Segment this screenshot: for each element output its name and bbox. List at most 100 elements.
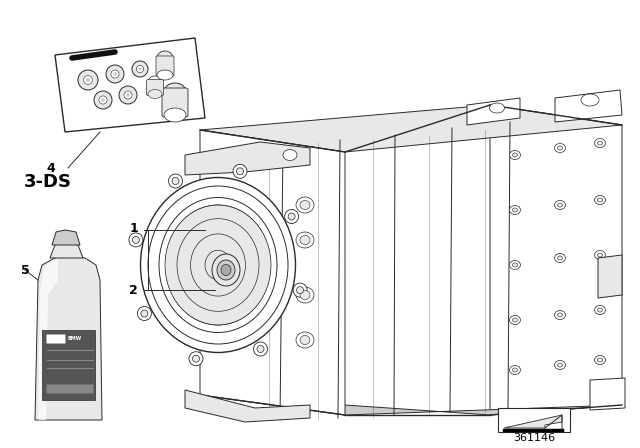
- Ellipse shape: [257, 345, 264, 353]
- Ellipse shape: [132, 237, 140, 243]
- Ellipse shape: [148, 76, 162, 88]
- Ellipse shape: [113, 72, 117, 76]
- FancyBboxPatch shape: [162, 88, 188, 117]
- Ellipse shape: [557, 203, 563, 207]
- Polygon shape: [498, 408, 570, 432]
- Ellipse shape: [253, 342, 268, 356]
- Ellipse shape: [205, 250, 231, 280]
- Ellipse shape: [296, 232, 314, 248]
- Ellipse shape: [177, 219, 259, 311]
- FancyBboxPatch shape: [147, 79, 163, 95]
- Ellipse shape: [554, 310, 566, 319]
- Ellipse shape: [595, 356, 605, 365]
- Text: 4: 4: [46, 161, 55, 175]
- Ellipse shape: [300, 290, 310, 300]
- Ellipse shape: [165, 205, 271, 325]
- Ellipse shape: [581, 94, 599, 106]
- FancyBboxPatch shape: [47, 335, 65, 344]
- Ellipse shape: [217, 260, 235, 280]
- Polygon shape: [42, 330, 95, 400]
- Ellipse shape: [598, 358, 602, 362]
- Ellipse shape: [159, 198, 277, 332]
- Ellipse shape: [554, 143, 566, 152]
- Polygon shape: [200, 395, 622, 415]
- Ellipse shape: [132, 61, 148, 77]
- Ellipse shape: [191, 234, 246, 296]
- Polygon shape: [598, 255, 622, 298]
- Text: 361146: 361146: [513, 433, 555, 443]
- Ellipse shape: [212, 254, 240, 286]
- Polygon shape: [52, 230, 80, 245]
- Ellipse shape: [296, 332, 314, 348]
- Ellipse shape: [300, 336, 310, 345]
- Ellipse shape: [141, 310, 148, 317]
- Ellipse shape: [513, 318, 518, 322]
- Ellipse shape: [124, 91, 132, 99]
- Ellipse shape: [166, 205, 271, 325]
- Ellipse shape: [136, 65, 143, 73]
- Ellipse shape: [490, 103, 504, 113]
- Ellipse shape: [193, 355, 200, 362]
- Polygon shape: [504, 415, 562, 428]
- Polygon shape: [490, 105, 622, 415]
- Ellipse shape: [595, 138, 605, 147]
- Text: 2: 2: [129, 284, 138, 297]
- Ellipse shape: [148, 186, 288, 344]
- Ellipse shape: [557, 313, 563, 317]
- Ellipse shape: [288, 213, 295, 220]
- Ellipse shape: [557, 363, 563, 367]
- Polygon shape: [590, 378, 625, 410]
- Ellipse shape: [172, 177, 179, 185]
- Ellipse shape: [513, 368, 518, 372]
- Ellipse shape: [182, 224, 254, 306]
- Polygon shape: [50, 242, 83, 258]
- Ellipse shape: [293, 283, 307, 297]
- Text: 1: 1: [129, 221, 138, 234]
- Ellipse shape: [101, 98, 105, 102]
- Ellipse shape: [598, 198, 602, 202]
- Ellipse shape: [94, 91, 112, 109]
- Polygon shape: [55, 38, 205, 132]
- Ellipse shape: [138, 306, 152, 320]
- Ellipse shape: [595, 306, 605, 314]
- Ellipse shape: [598, 141, 602, 145]
- Polygon shape: [185, 390, 310, 422]
- Text: 5: 5: [20, 263, 29, 276]
- Ellipse shape: [296, 287, 314, 303]
- FancyBboxPatch shape: [47, 384, 93, 393]
- Ellipse shape: [554, 254, 566, 263]
- Polygon shape: [555, 90, 622, 122]
- FancyBboxPatch shape: [156, 56, 174, 76]
- Polygon shape: [467, 98, 520, 125]
- Ellipse shape: [83, 76, 93, 85]
- Ellipse shape: [598, 308, 602, 312]
- Ellipse shape: [554, 201, 566, 210]
- Ellipse shape: [209, 255, 227, 275]
- Ellipse shape: [126, 93, 130, 97]
- Ellipse shape: [148, 90, 162, 99]
- Ellipse shape: [86, 78, 90, 82]
- Ellipse shape: [513, 263, 518, 267]
- Ellipse shape: [172, 213, 264, 317]
- Polygon shape: [200, 130, 345, 415]
- Ellipse shape: [296, 287, 303, 293]
- Ellipse shape: [189, 352, 203, 366]
- Ellipse shape: [157, 70, 173, 80]
- Ellipse shape: [221, 264, 231, 276]
- Ellipse shape: [164, 83, 186, 101]
- Ellipse shape: [138, 67, 141, 71]
- Ellipse shape: [513, 208, 518, 212]
- Polygon shape: [200, 105, 622, 152]
- Ellipse shape: [157, 51, 173, 65]
- Ellipse shape: [195, 240, 241, 290]
- Ellipse shape: [513, 153, 518, 157]
- Ellipse shape: [554, 361, 566, 370]
- Ellipse shape: [595, 250, 605, 259]
- Ellipse shape: [283, 150, 297, 160]
- Ellipse shape: [168, 174, 182, 188]
- Ellipse shape: [300, 201, 310, 210]
- Ellipse shape: [285, 210, 299, 224]
- Ellipse shape: [99, 96, 107, 104]
- Ellipse shape: [296, 197, 314, 213]
- Ellipse shape: [595, 195, 605, 204]
